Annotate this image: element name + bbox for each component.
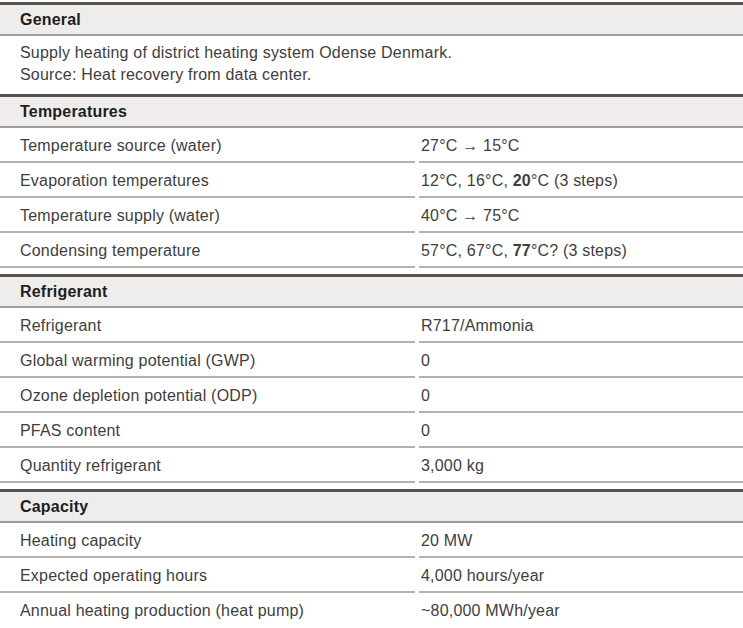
row-label: Refrigerant (0, 308, 415, 343)
table-row: Evaporation temperatures 12°C, 16°C, 20°… (0, 163, 743, 198)
row-label: Temperature source (water) (0, 128, 415, 163)
row-value: 0 (419, 343, 743, 378)
table-row: Ozone depletion potential (ODP) 0 (0, 378, 743, 413)
table-row: Heating capacity 20 MW (0, 523, 743, 558)
row-value: 0 (419, 413, 743, 448)
row-label: Condensing temperature (0, 233, 415, 268)
section-title: Capacity (20, 498, 88, 515)
table-row: Refrigerant R717/Ammonia (0, 308, 743, 343)
section-title: Refrigerant (20, 283, 108, 300)
row-value: 20 MW (419, 523, 743, 558)
row-label: PFAS content (0, 413, 415, 448)
table-row: Temperature source (water) 27°C → 15°C (0, 128, 743, 163)
table-row: PFAS content 0 (0, 413, 743, 448)
section-refrigerant: Refrigerant Refrigerant R717/Ammonia Glo… (0, 274, 743, 483)
row-label: Global warming potential (GWP) (0, 343, 415, 378)
row-value: 40°C → 75°C (419, 198, 743, 233)
row-label: Annual heating production (heat pump) (0, 593, 415, 626)
row-label: Quantity refrigerant (0, 448, 415, 483)
row-label: Ozone depletion potential (ODP) (0, 378, 415, 413)
section-capacity: Capacity Heating capacity 20 MW Expected… (0, 489, 743, 626)
row-value: 3,000 kg (419, 448, 743, 483)
table-row: Condensing temperature 57°C, 67°C, 77°C?… (0, 233, 743, 268)
row-value: 12°C, 16°C, 20°C (3 steps) (419, 163, 743, 198)
description-line: Supply heating of district heating syste… (20, 42, 723, 64)
table-row: Temperature supply (water) 40°C → 75°C (0, 198, 743, 233)
spec-sheet: General Supply heating of district heati… (0, 2, 743, 626)
table-row: Expected operating hours 4,000 hours/yea… (0, 558, 743, 593)
section-temperatures: Temperatures Temperature source (water) … (0, 94, 743, 268)
row-label: Evaporation temperatures (0, 163, 415, 198)
row-value: ~80,000 MWh/year (419, 593, 743, 626)
row-label: Temperature supply (water) (0, 198, 415, 233)
row-value: 57°C, 67°C, 77°C? (3 steps) (419, 233, 743, 268)
section-general: General Supply heating of district heati… (0, 2, 743, 88)
row-value: 27°C → 15°C (419, 128, 743, 163)
section-title: General (20, 11, 81, 28)
section-header-temperatures: Temperatures (0, 94, 743, 128)
section-header-refrigerant: Refrigerant (0, 274, 743, 308)
row-value: 4,000 hours/year (419, 558, 743, 593)
table-row: Global warming potential (GWP) 0 (0, 343, 743, 378)
row-value: 0 (419, 378, 743, 413)
section-header-general: General (0, 2, 743, 36)
section-title: Temperatures (20, 103, 127, 120)
table-row: Quantity refrigerant 3,000 kg (0, 448, 743, 483)
section-header-capacity: Capacity (0, 489, 743, 523)
row-label: Expected operating hours (0, 558, 415, 593)
table-row: Annual heating production (heat pump) ~8… (0, 593, 743, 626)
description-line: Source: Heat recovery from data center. (20, 64, 723, 86)
general-description: Supply heating of district heating syste… (0, 36, 743, 88)
row-label: Heating capacity (0, 523, 415, 558)
row-value: R717/Ammonia (419, 308, 743, 343)
